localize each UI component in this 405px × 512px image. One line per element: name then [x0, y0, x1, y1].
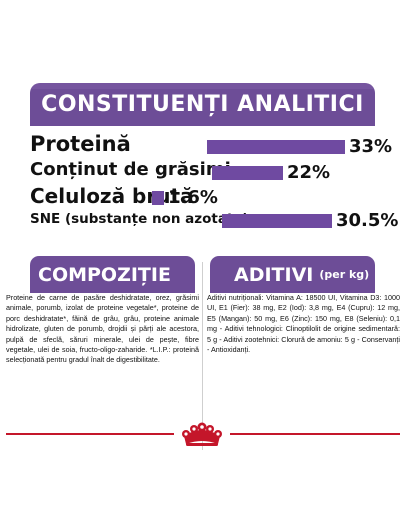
protein-label: Proteină — [30, 132, 131, 156]
footer-line-right — [230, 433, 400, 435]
protein-bar — [207, 140, 345, 154]
additives-unit: (per kg) — [319, 268, 370, 281]
nfe-bar — [222, 214, 332, 228]
royal-canin-crown-icon — [182, 422, 222, 446]
fiber-value: 1.6% — [168, 187, 218, 208]
fiber-bar — [152, 191, 164, 205]
additives-text: Aditivi nutriționali: Vitamina A: 18500 … — [207, 293, 400, 355]
footer-line-left — [6, 433, 174, 435]
composition-header: COMPOZIȚIE — [30, 256, 195, 293]
nfe-label: SNE (substanțe non azotate) — [30, 211, 249, 227]
fiber-label: Celuloză brută — [30, 184, 194, 208]
nfe-value: 30.5% — [336, 210, 399, 231]
fat-label: Conținut de grăsimi — [30, 159, 231, 180]
analytics-title: CONSTITUENȚI ANALITICI — [41, 92, 364, 117]
composition-text: Proteine de carne de pasăre deshidratate… — [6, 293, 199, 365]
fat-value: 22% — [287, 162, 331, 183]
composition-title: COMPOZIȚIE — [38, 263, 171, 286]
panel-divider — [202, 262, 203, 450]
analytics-title-bar: CONSTITUENȚI ANALITICI — [30, 83, 375, 126]
protein-value: 33% — [349, 136, 393, 157]
header-background — [0, 0, 405, 67]
additives-header: ADITIVI (per kg) — [210, 256, 375, 293]
additives-title: ADITIVI — [234, 263, 314, 286]
fat-bar — [212, 166, 283, 180]
